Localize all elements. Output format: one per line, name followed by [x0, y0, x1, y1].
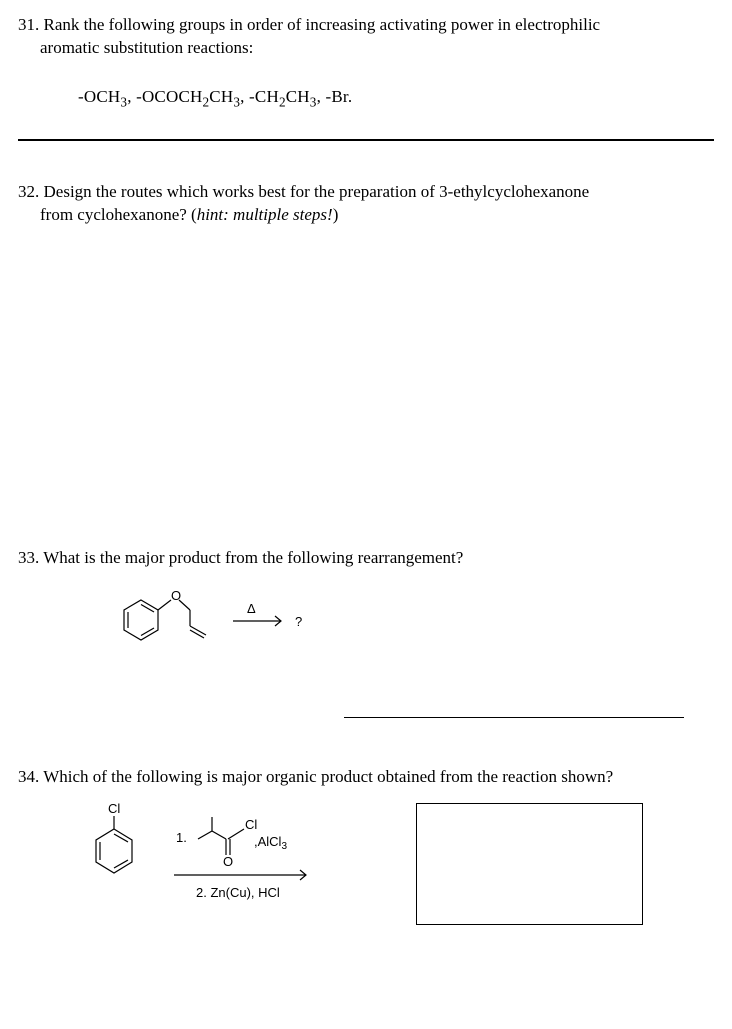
q33-answer-line: [344, 716, 684, 718]
step1-num: 1.: [176, 830, 187, 845]
q32-line2b: ): [333, 205, 339, 224]
q32-hint: hint: multiple steps!: [197, 205, 333, 224]
question-33: 33. What is the major product from the f…: [18, 547, 714, 718]
q32-text: 32. Design the routes which works best f…: [18, 181, 714, 204]
cl-acyl-label: Cl: [245, 817, 257, 832]
q31-text: 31. Rank the following groups in order o…: [18, 14, 714, 37]
q34-line: Which of the following is major organic …: [43, 767, 613, 786]
q34-text: 34. Which of the following is major orga…: [18, 766, 714, 789]
workspace-32: [18, 247, 714, 547]
carbonyl-o: O: [223, 854, 233, 869]
question-34: 34. Which of the following is major orga…: [18, 766, 714, 929]
step2-label: 2. Zn(Cu), HCl: [196, 885, 280, 900]
alcl3-label: ,AlCl3: [254, 834, 287, 852]
delta-label: Δ: [247, 601, 256, 616]
q34-diagram-row: Cl 1. O Cl: [86, 799, 714, 929]
q33-text: 33. What is the major product from the f…: [18, 547, 714, 570]
q32-number: 32.: [18, 182, 39, 201]
q31-substituents: -OCH3, -OCOCH2CH3, -CH2CH3, -Br.: [18, 86, 714, 109]
cl-ring-label: Cl: [108, 801, 120, 816]
q31-number: 31.: [18, 15, 39, 34]
question-32: 32. Design the routes which works best f…: [18, 181, 714, 227]
q33-diagram: O Δ ?: [113, 586, 714, 656]
q33-number: 33.: [18, 548, 39, 567]
q33-product: ?: [295, 614, 302, 629]
q31-line2: aromatic substitution reactions:: [18, 37, 714, 60]
q34-number: 34.: [18, 767, 39, 786]
q33-svg: O Δ ?: [113, 586, 363, 656]
q31-line1: Rank the following groups in order of in…: [44, 15, 601, 34]
q32-line1: Design the routes which works best for t…: [44, 182, 590, 201]
q34-svg: Cl 1. O Cl: [86, 799, 386, 929]
question-31: 31. Rank the following groups in order o…: [18, 14, 714, 109]
q32-line2a: from cyclohexanone? (: [40, 205, 197, 224]
divider: [18, 139, 714, 141]
q33-line: What is the major product from the follo…: [43, 548, 463, 567]
q34-answer-box: [416, 803, 643, 925]
q32-line2: from cyclohexanone? (hint: multiple step…: [18, 204, 714, 227]
